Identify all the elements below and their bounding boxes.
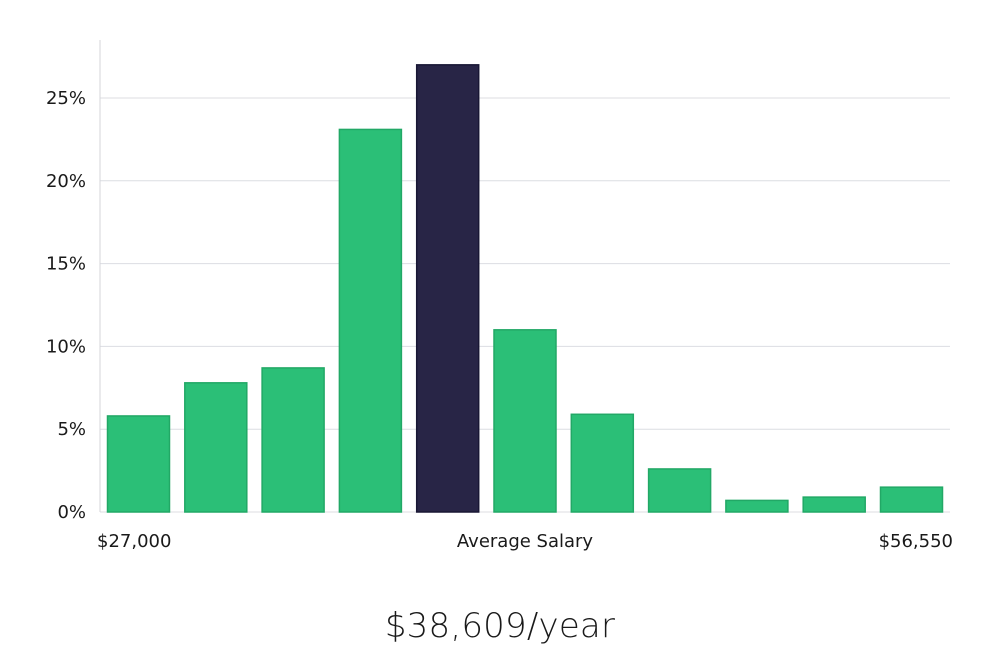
chart-svg: 0%5%10%15%20%25% $27,000 Average Salary … [46,40,953,552]
y-tick-label: 5% [57,419,86,440]
x-label-average: Average Salary [457,531,594,552]
y-tick-label: 10% [46,336,86,357]
bar [106,415,171,513]
bar-average-highlight [415,64,480,513]
average-salary-headline: $38,609/year [384,606,616,646]
bar [725,499,789,513]
bar [184,382,248,513]
bar [338,128,403,513]
y-tick-labels: 0% 5% 10% 15% 20% 25% [46,88,86,523]
bar [261,367,325,513]
y-tick-label: 0% [57,502,86,523]
y-tick-label: 20% [46,171,86,192]
bar [879,486,944,513]
x-label-max: $56,550 [879,531,953,552]
y-tick-label: 25% [46,88,86,109]
bars-layer [106,64,944,513]
bar [647,468,712,513]
bar [493,329,557,513]
bar [570,413,635,513]
salary-distribution-chart: 0% 5% 10% 15% 20% 25% $27,000 Average Salary … [46,40,953,552]
y-tick-label: 15% [46,254,86,275]
bar [802,496,866,513]
x-label-min: $27,000 [97,531,171,552]
